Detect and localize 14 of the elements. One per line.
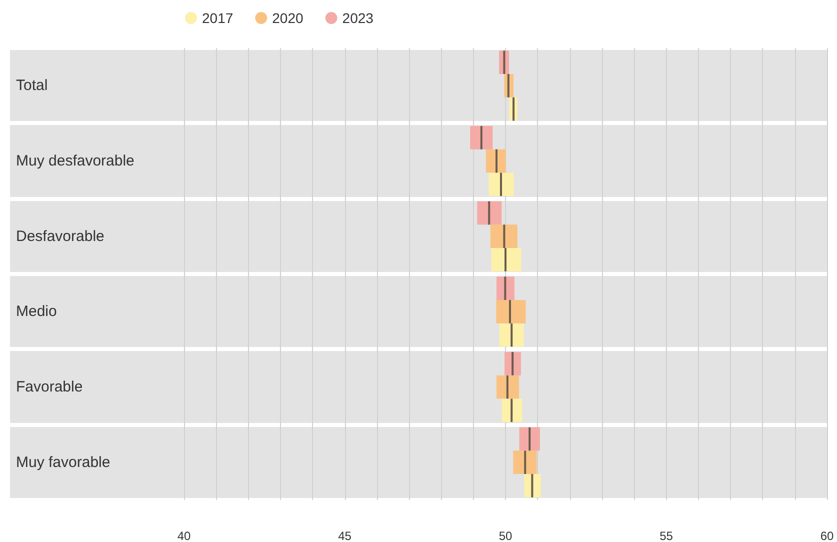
x-tick-label: 50 [498,529,512,542]
y-tick-label: Muy favorable [16,454,110,471]
y-tick-label: Desfavorable [16,228,104,245]
y-tick-label: Favorable [16,378,83,396]
legend-label: 2023 [342,10,374,26]
x-tick-label: 55 [660,529,674,542]
legend-label: 2020 [272,10,304,26]
legend-label: 2017 [202,10,234,26]
x-tick-label: 60 [820,529,834,542]
x-tick-label: 45 [338,529,352,542]
y-tick-label: Medio [16,303,57,320]
x-tick-label: 40 [177,529,191,542]
y-tick-label: Muy desfavorable [16,152,134,170]
y-tick-label: Total [16,77,48,94]
